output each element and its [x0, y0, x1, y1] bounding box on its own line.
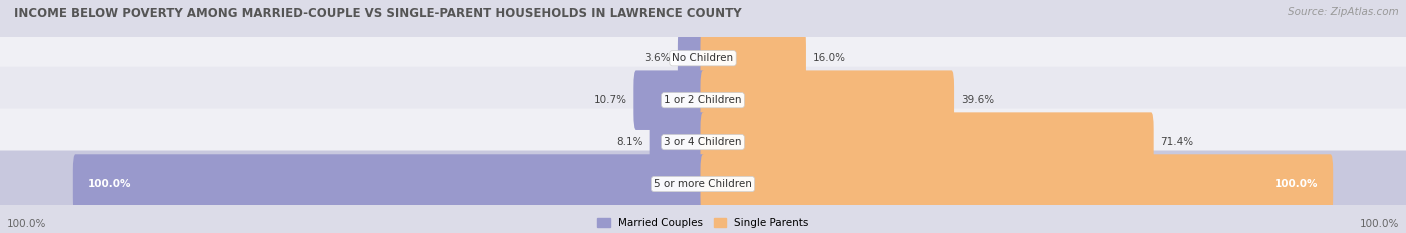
Text: 39.6%: 39.6% — [960, 95, 994, 105]
Text: 3 or 4 Children: 3 or 4 Children — [664, 137, 742, 147]
FancyBboxPatch shape — [0, 25, 1406, 92]
Text: 71.4%: 71.4% — [1160, 137, 1194, 147]
Text: 5 or more Children: 5 or more Children — [654, 179, 752, 189]
FancyBboxPatch shape — [650, 112, 706, 172]
Text: 3.6%: 3.6% — [644, 53, 671, 63]
FancyBboxPatch shape — [700, 112, 1154, 172]
FancyBboxPatch shape — [0, 151, 1406, 218]
Text: 100.0%: 100.0% — [89, 179, 131, 189]
Text: INCOME BELOW POVERTY AMONG MARRIED-COUPLE VS SINGLE-PARENT HOUSEHOLDS IN LAWRENC: INCOME BELOW POVERTY AMONG MARRIED-COUPL… — [14, 7, 742, 20]
FancyBboxPatch shape — [678, 28, 706, 88]
FancyBboxPatch shape — [700, 28, 806, 88]
Text: 10.7%: 10.7% — [593, 95, 627, 105]
FancyBboxPatch shape — [73, 154, 706, 214]
Text: 100.0%: 100.0% — [1275, 179, 1319, 189]
Text: 8.1%: 8.1% — [616, 137, 643, 147]
Text: 100.0%: 100.0% — [7, 219, 46, 229]
FancyBboxPatch shape — [633, 70, 706, 130]
FancyBboxPatch shape — [0, 67, 1406, 134]
Text: 16.0%: 16.0% — [813, 53, 846, 63]
Text: Source: ZipAtlas.com: Source: ZipAtlas.com — [1288, 7, 1399, 17]
Text: 1 or 2 Children: 1 or 2 Children — [664, 95, 742, 105]
Legend: Married Couples, Single Parents: Married Couples, Single Parents — [598, 218, 808, 228]
FancyBboxPatch shape — [700, 154, 1333, 214]
FancyBboxPatch shape — [0, 109, 1406, 176]
Text: No Children: No Children — [672, 53, 734, 63]
FancyBboxPatch shape — [700, 70, 955, 130]
Text: 100.0%: 100.0% — [1360, 219, 1399, 229]
